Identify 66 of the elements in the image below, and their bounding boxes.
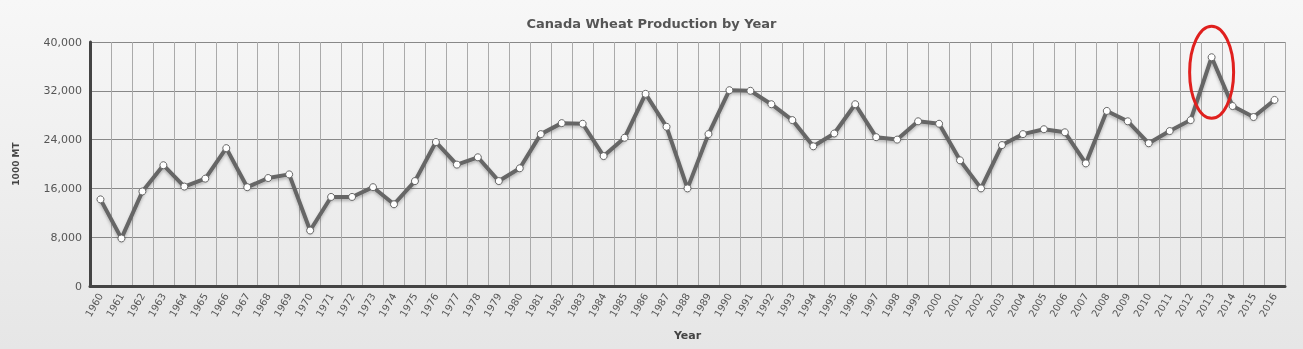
point: [977, 184, 986, 193]
point: [620, 133, 629, 142]
point: [641, 89, 650, 98]
point: [1165, 127, 1174, 136]
point: [599, 152, 608, 161]
point: [306, 226, 315, 235]
y-tick-label: 40,000: [43, 35, 82, 49]
point: [390, 200, 398, 209]
point: [1039, 125, 1048, 134]
point: [1207, 53, 1216, 62]
point: [96, 195, 105, 204]
point: [1186, 116, 1195, 125]
point: [1144, 139, 1153, 148]
point: [1249, 113, 1258, 122]
point: [1102, 106, 1111, 115]
point: [1123, 117, 1132, 126]
point: [935, 119, 944, 128]
point: [1270, 95, 1279, 104]
point: [830, 129, 839, 138]
y-tick-label: 8,000: [50, 230, 82, 244]
y-tick-label: 24,000: [43, 133, 82, 147]
point: [893, 135, 902, 144]
point: [725, 86, 734, 95]
point: [662, 122, 671, 131]
point: [788, 116, 797, 125]
point: [1081, 159, 1090, 168]
point: [452, 160, 461, 169]
y-tick-label: 16,000: [43, 181, 82, 195]
point: [914, 117, 923, 126]
point: [767, 100, 776, 109]
point: [557, 119, 566, 128]
point: [348, 192, 357, 201]
point: [1018, 130, 1027, 139]
point: [180, 182, 189, 191]
point: [515, 164, 524, 173]
point: [117, 234, 126, 243]
point: [138, 187, 147, 196]
point: [473, 153, 482, 162]
point: [327, 192, 336, 201]
point: [264, 174, 273, 183]
point: [536, 130, 545, 139]
y-tick-label: 32,000: [43, 84, 82, 98]
point: [704, 130, 713, 139]
point: [809, 142, 818, 151]
point: [578, 119, 587, 128]
point: [285, 170, 294, 179]
y-tick-label: 0: [75, 279, 82, 293]
point: [956, 156, 965, 165]
point: [243, 183, 252, 192]
point: [872, 133, 881, 142]
point: [369, 183, 378, 192]
chart-title: Canada Wheat Production by Year: [526, 16, 778, 31]
point: [1228, 102, 1237, 111]
point: [1060, 128, 1069, 137]
point: [410, 177, 419, 186]
point: [201, 174, 210, 183]
point: [997, 141, 1006, 150]
point: [431, 138, 440, 147]
y-axis-title: 1000 MT: [10, 141, 21, 186]
point: [851, 100, 860, 109]
point: [746, 86, 755, 95]
point: [159, 161, 168, 170]
point: [222, 144, 231, 153]
point: [494, 177, 503, 186]
x-axis-title: Year: [672, 329, 702, 342]
point: [683, 184, 692, 193]
